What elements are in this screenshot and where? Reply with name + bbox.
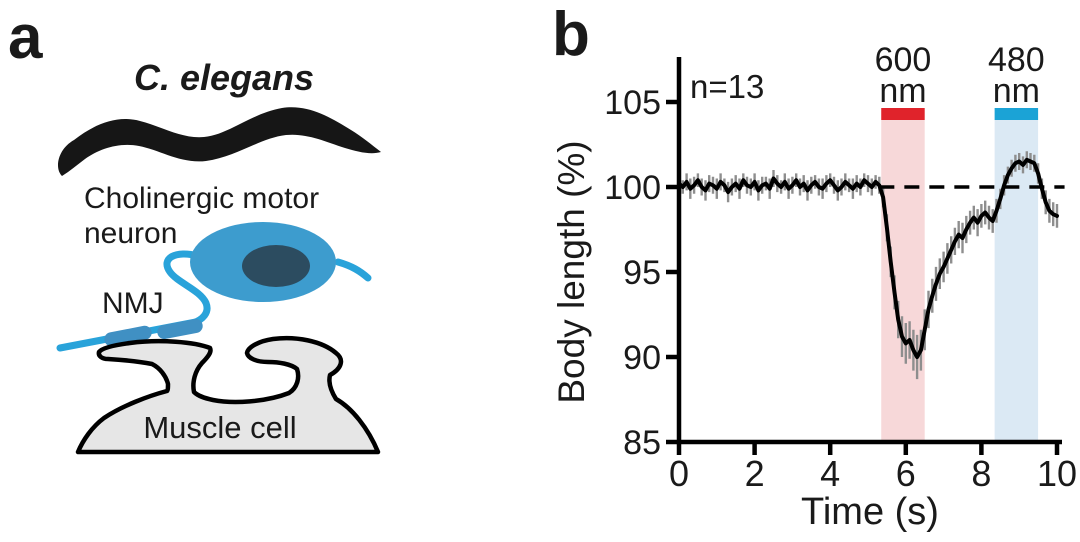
synaptic-bouton-1 <box>104 325 152 347</box>
neuron-label-line1: Cholinergic motor <box>84 182 319 215</box>
x-tick-label-8: 8 <box>971 453 991 494</box>
x-axis-title: Time (s) <box>801 491 939 533</box>
y-tick-label-105: 105 <box>604 84 661 122</box>
axon-process <box>163 250 211 327</box>
y-tick-label-95: 95 <box>623 254 661 292</box>
muscle-cell-label: Muscle cell <box>143 410 296 445</box>
dendrite-process <box>334 258 372 282</box>
mean-trace <box>677 157 1059 359</box>
y-tick-label-90: 90 <box>623 339 661 377</box>
neuron-nucleus <box>242 245 310 287</box>
stim-band-1 <box>881 120 925 442</box>
x-tick-label-2: 2 <box>745 453 765 494</box>
x-tick-label-4: 4 <box>820 453 840 494</box>
stim-bar-2 <box>994 108 1039 120</box>
axes-lines <box>676 57 1062 445</box>
x-tick-label-6: 6 <box>896 453 916 494</box>
x-tick-label-0: 0 <box>669 453 689 494</box>
y-tick-label-100: 100 <box>604 169 661 207</box>
x-tick-label-10: 10 <box>1037 453 1077 494</box>
stim-bar-1 <box>881 108 925 120</box>
stim-label-2-unit: nm <box>993 72 1040 110</box>
stim-band-2 <box>994 120 1039 442</box>
nmj-label: NMJ <box>102 287 164 320</box>
panel-b-label: b <box>552 0 590 69</box>
c-elegans-title: C. elegans <box>134 57 314 98</box>
synaptic-bouton-2 <box>157 318 203 340</box>
worm-illustration <box>58 107 381 176</box>
n-annotation: n=13 <box>690 68 764 105</box>
muscle-cell-shape <box>75 335 381 455</box>
y-axis-title: Body length (%) <box>551 140 592 403</box>
stim-label-1-unit: nm <box>879 72 926 110</box>
stim-label-1-wavelength: 600 <box>875 41 932 79</box>
panel-a-label: a <box>8 3 43 72</box>
panel-a-diagram: a C. elegans Cholinergic motor neuron NM… <box>8 3 381 455</box>
y-tick-label-85: 85 <box>623 424 661 462</box>
stim-label-2-wavelength: 480 <box>988 41 1045 79</box>
neuron-label-line2: neuron <box>84 217 177 250</box>
